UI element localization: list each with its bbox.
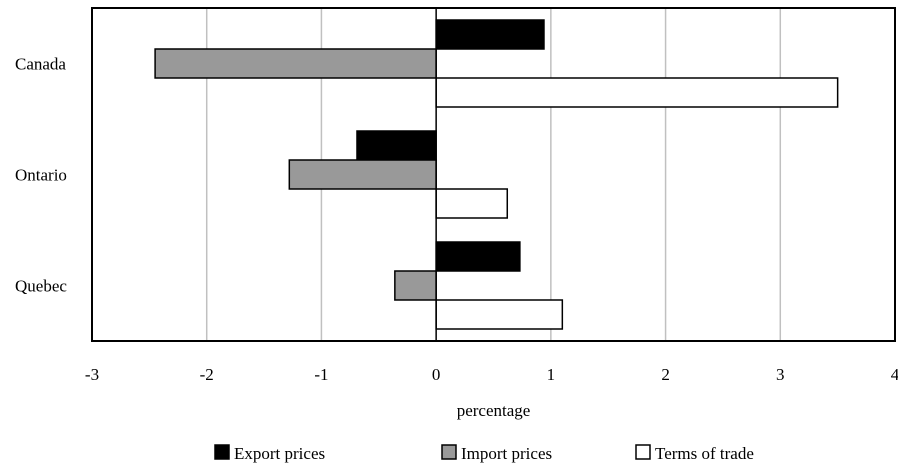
x-tick-label: 2 xyxy=(661,365,670,384)
bar-export-prices-quebec xyxy=(435,241,521,272)
bar-import-prices-ontario xyxy=(288,159,437,190)
category-label-ontario: Ontario xyxy=(15,166,67,185)
legend-item-export-prices: Export prices xyxy=(214,444,325,463)
bar-terms-of-trade-ontario xyxy=(435,188,509,219)
legend-label: Import prices xyxy=(461,444,552,463)
x-tick-label: -1 xyxy=(314,365,328,384)
x-tick-label: -3 xyxy=(85,365,99,384)
x-tick-label: 4 xyxy=(891,365,898,384)
bars xyxy=(154,19,839,330)
x-tick-label: 0 xyxy=(432,365,441,384)
bar-terms-of-trade-canada xyxy=(435,77,839,108)
legend: Export prices Import prices Terms of trade xyxy=(214,444,754,463)
category-labels: Canada Ontario Quebec xyxy=(15,55,67,296)
category-label-canada: Canada xyxy=(15,55,66,74)
bar-export-prices-canada xyxy=(435,19,545,50)
x-axis-ticks: -3 -2 -1 0 1 2 3 4 xyxy=(85,365,898,384)
bar-import-prices-canada xyxy=(154,48,437,79)
category-label-quebec: Quebec xyxy=(15,277,67,296)
legend-swatch xyxy=(214,444,230,460)
x-tick-label: -2 xyxy=(200,365,214,384)
bar-terms-of-trade-quebec xyxy=(435,299,564,330)
bar-export-prices-ontario xyxy=(356,130,437,161)
x-axis-title: percentage xyxy=(457,401,531,420)
x-tick-label: 1 xyxy=(547,365,556,384)
legend-swatch xyxy=(635,444,651,460)
x-tick-label: 3 xyxy=(776,365,785,384)
legend-swatch xyxy=(441,444,457,460)
legend-label: Export prices xyxy=(234,444,325,463)
bar-import-prices-quebec xyxy=(394,270,437,301)
legend-item-terms-of-trade: Terms of trade xyxy=(635,444,754,463)
legend-item-import-prices: Import prices xyxy=(441,444,552,463)
legend-label: Terms of trade xyxy=(655,444,754,463)
plot-frame xyxy=(91,7,896,342)
